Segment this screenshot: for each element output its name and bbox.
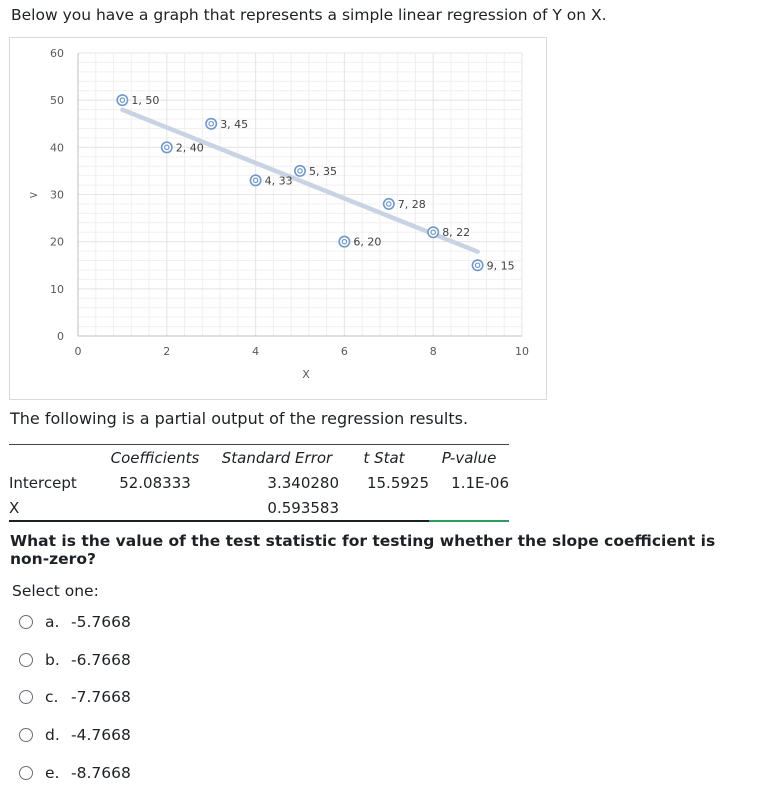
data-point-core	[119, 97, 126, 103]
y-tick-label: 60	[50, 47, 64, 60]
table-header-cell: Standard Error	[221, 448, 333, 467]
table-row: X 0.593583	[9, 495, 509, 522]
data-point-core	[164, 144, 170, 151]
option-letter: e.	[45, 764, 60, 782]
table-cell: 3.340280	[267, 473, 339, 492]
table-cell: 1.1E-06	[451, 473, 509, 492]
option-letter: c.	[45, 688, 59, 706]
data-point-label: 1, 50	[131, 94, 159, 107]
radio-button[interactable]	[19, 653, 33, 667]
answer-option-e[interactable]: e. -8.7668	[19, 762, 131, 784]
option-letter: b.	[45, 651, 60, 669]
answer-option-a[interactable]: a. -5.7668	[19, 611, 131, 633]
row-label: X	[9, 495, 95, 522]
x-tick-label: 0	[75, 345, 82, 358]
question-text: What is the value of the test statistic …	[10, 532, 716, 568]
table-cell: 15.5925	[366, 473, 429, 492]
y-tick-label: 30	[50, 189, 64, 202]
x-tick-label: 6	[341, 345, 348, 358]
y-axis-marker: >	[29, 189, 38, 202]
data-point-core	[252, 177, 259, 184]
data-point-label: 5, 35	[309, 165, 337, 178]
data-point-core	[430, 229, 437, 236]
x-tick-label: 8	[430, 345, 437, 358]
table-header-cell: t Stat	[363, 448, 405, 467]
option-value: -5.7668	[71, 613, 131, 631]
x-tick-label: 4	[252, 345, 259, 358]
radio-button[interactable]	[19, 615, 33, 629]
radio-button[interactable]	[19, 690, 33, 704]
option-value: -8.7668	[71, 764, 131, 782]
radio-button[interactable]	[19, 766, 33, 780]
y-tick-label: 20	[50, 236, 64, 249]
x-axis-label: X	[302, 368, 310, 381]
data-point-label: 9, 15	[487, 259, 515, 272]
row-label: Intercept	[9, 473, 77, 492]
table-cell: 52.08333	[119, 473, 191, 492]
option-value: -6.7668	[71, 651, 131, 669]
data-point-label: 2, 40	[176, 141, 204, 154]
table-header-row: Coefficients Standard Error t Stat P-val…	[9, 444, 509, 471]
radio-button[interactable]	[19, 728, 33, 742]
data-point-core	[385, 201, 392, 207]
option-letter: a.	[45, 613, 60, 631]
intro-text: Below you have a graph that represents a…	[11, 6, 607, 24]
partial-output-text: The following is a partial output of the…	[10, 409, 469, 428]
data-points: 1, 50 2, 40 3, 45 4, 33 5, 35 6, 20 7, 28 8, 22…	[116, 94, 515, 272]
y-tick-label: 50	[50, 94, 64, 107]
trendline	[120, 107, 480, 254]
answer-option-c[interactable]: c. -7.7668	[19, 686, 131, 708]
data-point-label: 3, 45	[220, 118, 248, 131]
option-letter: d.	[45, 726, 60, 744]
data-point-label: 4, 33	[265, 174, 293, 187]
y-tick-label: 40	[50, 141, 64, 154]
table-header-cell: P-value	[441, 448, 497, 467]
table-row: Intercept 52.08333 3.340280 15.5925 1.1E…	[9, 470, 509, 495]
data-point-label: 6, 20	[353, 236, 381, 249]
data-point-label: 8, 22	[442, 226, 470, 239]
table-cell: 0.593583	[215, 495, 339, 522]
x-tick-label: 2	[163, 345, 170, 358]
data-point-core	[474, 262, 481, 269]
option-value: -7.7668	[71, 688, 131, 706]
y-axis-ticks: 0 10 20 30 40 50 60	[50, 47, 64, 343]
chart-major-grid	[77, 52, 523, 337]
x-axis-ticks: 0 2 4 6 8 10	[75, 345, 530, 358]
data-point-core	[341, 238, 348, 245]
data-point-label: 7, 28	[398, 198, 426, 211]
chart-frame	[9, 37, 547, 400]
y-tick-label: 0	[57, 330, 64, 343]
table-cell	[95, 495, 215, 522]
table-cell	[339, 495, 429, 522]
answer-option-b[interactable]: b. -6.7668	[19, 649, 131, 671]
table-header-cell	[9, 445, 95, 471]
x-tick-label: 10	[515, 345, 529, 358]
y-tick-label: 10	[50, 283, 64, 296]
table-header-cell: Coefficients	[110, 448, 200, 467]
answer-option-d[interactable]: d. -4.7668	[19, 724, 131, 746]
option-value: -4.7668	[71, 726, 131, 744]
data-point-core	[208, 120, 215, 127]
data-point-core	[297, 168, 303, 174]
select-one-label: Select one:	[12, 582, 99, 600]
regression-output-table: Coefficients Standard Error t Stat P-val…	[9, 444, 509, 522]
table-cell	[429, 495, 509, 522]
regression-chart: 0 10 20 30 40 50 60 0 2 4 6 8 10 > 1, 50 2, 40 3, 45 4…	[9, 37, 547, 400]
